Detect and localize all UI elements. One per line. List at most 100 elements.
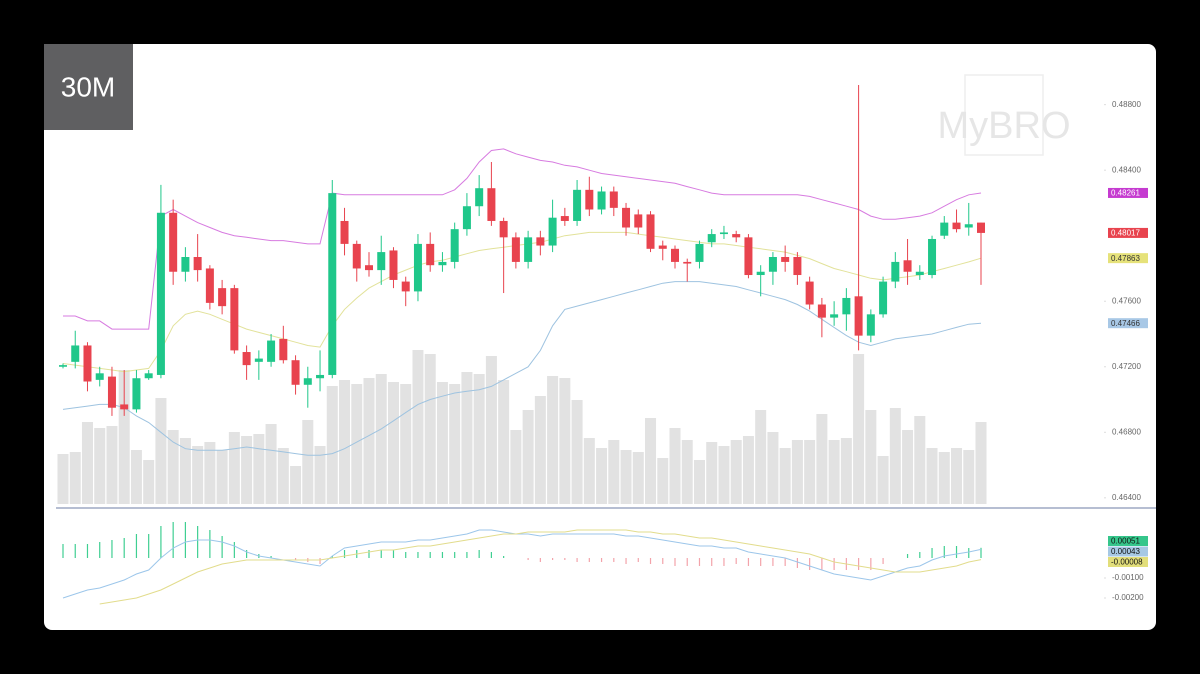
volume-bar xyxy=(449,384,461,504)
band-lower xyxy=(62,281,982,456)
volume-bar xyxy=(779,448,791,504)
volume-bar xyxy=(363,378,375,504)
volume-bar xyxy=(742,436,754,504)
volume-bar xyxy=(693,460,705,504)
volume-bar xyxy=(718,446,730,504)
candle-body xyxy=(365,265,373,271)
volume-bar xyxy=(547,376,559,504)
candle-body xyxy=(120,404,129,410)
volume-bar xyxy=(155,398,167,504)
volume-bar xyxy=(681,440,693,504)
candle-body xyxy=(719,232,728,235)
volume-bar xyxy=(241,436,253,504)
candle-body xyxy=(573,189,582,221)
volume-bar xyxy=(559,378,571,504)
value-tag xyxy=(1108,546,1148,557)
candle-body xyxy=(732,234,741,238)
candle-body xyxy=(866,314,875,336)
volume-bar xyxy=(926,448,938,504)
y-tick-label: 0.47600 xyxy=(1112,296,1141,305)
volume-bar xyxy=(400,384,412,504)
candle-body xyxy=(609,191,618,208)
candle-body xyxy=(940,222,949,236)
volume-bar xyxy=(106,426,118,504)
watermark: MyBRO xyxy=(938,105,1071,147)
volume-bar xyxy=(485,356,497,504)
value-tag xyxy=(1108,318,1148,329)
volume-bar xyxy=(816,414,828,504)
value-tag xyxy=(1108,187,1148,198)
candle-body xyxy=(218,288,227,307)
candle-body xyxy=(879,281,888,315)
candle-body xyxy=(462,206,471,230)
candle-body xyxy=(389,250,398,280)
candle-body xyxy=(499,220,508,238)
candle-body xyxy=(426,243,435,266)
volume-bar xyxy=(951,448,963,504)
y-tick-label: -0.00200 xyxy=(1112,593,1144,602)
candle-body xyxy=(71,345,80,362)
candle-body xyxy=(768,257,777,272)
candle-body xyxy=(903,260,912,272)
candle-body xyxy=(59,365,67,367)
candle-body xyxy=(475,188,484,207)
volume-bar xyxy=(179,438,191,504)
volume-bar xyxy=(804,440,816,504)
volume-bar xyxy=(302,420,314,504)
volume-bar xyxy=(228,432,240,504)
candle-body xyxy=(952,222,961,230)
volume-bar xyxy=(522,410,534,504)
volume-bar xyxy=(877,456,889,504)
signal-line xyxy=(99,529,982,605)
candle-body xyxy=(95,373,104,380)
candle-body xyxy=(622,207,631,228)
value-tag xyxy=(1108,253,1148,264)
volume-bar xyxy=(424,354,436,504)
candle-body xyxy=(842,297,851,315)
value-tag xyxy=(1108,227,1148,238)
candle-body xyxy=(817,304,826,318)
volume-bar xyxy=(351,384,363,504)
timeframe-label: 30M xyxy=(61,71,115,102)
candle-body xyxy=(242,352,251,366)
candle-body xyxy=(536,237,545,246)
volume-bar xyxy=(192,446,204,504)
volume-bar xyxy=(791,440,803,504)
candle-body xyxy=(585,189,594,210)
volume-bar xyxy=(498,380,510,504)
volume-bar xyxy=(510,430,522,504)
volume-bar xyxy=(314,446,326,504)
band-middle xyxy=(62,231,982,373)
value-tag-label: 0.48017 xyxy=(1111,229,1140,238)
volume-bar xyxy=(975,422,987,504)
candle-body xyxy=(487,188,496,221)
volume-bar xyxy=(412,350,424,504)
candle-body xyxy=(401,281,410,292)
volume-bar xyxy=(57,454,69,504)
candle-body xyxy=(915,271,924,276)
volume-bar xyxy=(436,382,448,504)
y-tick-label: 0.46400 xyxy=(1112,493,1141,502)
volume-bar xyxy=(216,450,228,504)
volume-bar xyxy=(69,452,81,504)
candle-body xyxy=(340,220,349,244)
volume-bar xyxy=(669,428,681,504)
volume-bar xyxy=(375,374,387,504)
volume-bar xyxy=(828,440,840,504)
volume-bar xyxy=(608,440,620,504)
volume-bar xyxy=(840,438,852,504)
candle-body xyxy=(646,214,655,249)
candle-body xyxy=(830,314,839,318)
candle-body xyxy=(291,360,300,385)
volume-bar xyxy=(461,372,473,504)
volume-bar xyxy=(204,442,216,504)
value-tag-label: 0.00051 xyxy=(1111,537,1140,546)
volume-bar xyxy=(130,450,142,504)
value-tag-label: 0.00043 xyxy=(1111,547,1140,556)
y-tick-label: -0.00100 xyxy=(1112,573,1144,582)
macd-line xyxy=(62,529,982,599)
candle-body xyxy=(854,296,863,336)
candle-body xyxy=(205,268,214,303)
candle-body xyxy=(707,234,716,243)
volume-bar xyxy=(265,424,277,504)
